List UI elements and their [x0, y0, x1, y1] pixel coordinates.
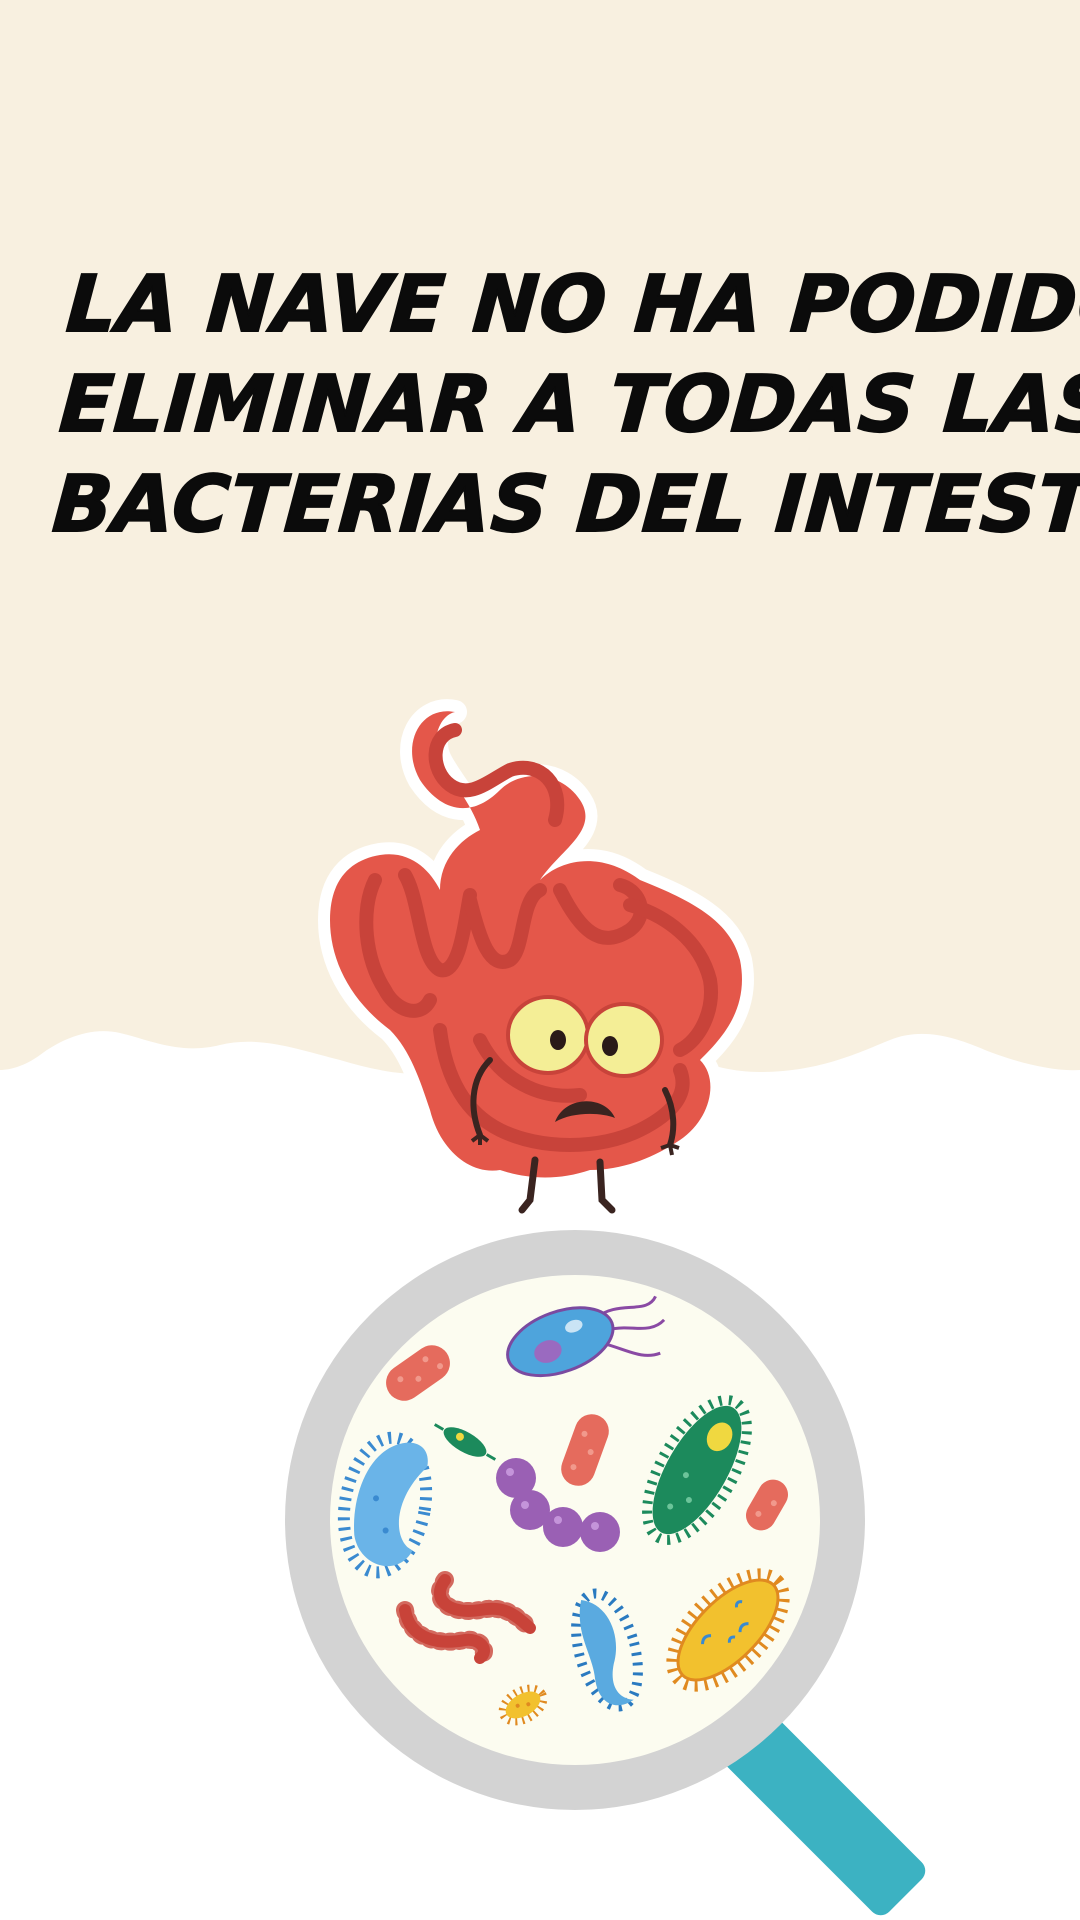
bacteria-group	[337, 1295, 790, 1726]
title-line-3: BACTERIAS DEL INTESTINO!	[49, 459, 1080, 551]
left-eye	[506, 995, 590, 1075]
worried-mouth	[555, 1101, 615, 1122]
right-eye	[584, 1002, 664, 1078]
page-title: LA NAVE NO HA PODIDO ELIMINAR A TODAS LA…	[49, 255, 1080, 555]
title-line-1: LA NAVE NO HA PODIDO	[63, 259, 1080, 351]
red-worms	[396, 1571, 539, 1667]
title-line-2: ELIMINAR A TODAS LAS	[56, 359, 1080, 451]
intestine-character	[318, 699, 754, 1214]
purple-chain	[496, 1458, 620, 1552]
cream-wave-background	[0, 0, 1080, 1075]
